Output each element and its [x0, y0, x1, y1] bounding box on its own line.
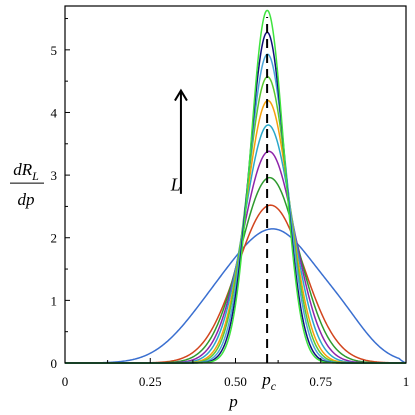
- critical-point-symbol: p: [261, 370, 271, 389]
- y-tick-label: 5: [51, 43, 58, 58]
- y-tick-label: 3: [51, 168, 58, 183]
- annotation-arrow: [174, 88, 188, 194]
- critical-point-label: pc: [261, 370, 277, 393]
- x-tick-label: 0.25: [139, 374, 162, 389]
- y-axis-ticks: 0 1 2 3 4 5: [51, 18, 70, 371]
- series-curves: [65, 9, 407, 364]
- x-tick-label: 0.50: [224, 374, 247, 389]
- critical-point-subscript: c: [271, 379, 277, 393]
- y-axis-label-subscript: L: [31, 169, 39, 183]
- y-axis-label-numerator: dRL: [13, 160, 39, 183]
- series-line-10: [65, 9, 406, 364]
- annotation-arrow-head: [174, 88, 188, 102]
- y-axis-label: dRL dp: [10, 160, 44, 209]
- y-axis-label-numerator-text: dR: [13, 160, 33, 179]
- series-line-9: [65, 31, 406, 364]
- series-line-1: [65, 228, 407, 364]
- y-tick-label: 4: [51, 105, 58, 120]
- annotation-label: L: [170, 175, 181, 195]
- y-tick-label: 0: [51, 356, 58, 371]
- x-tick-label: 1: [403, 374, 410, 389]
- y-tick-label: 1: [51, 293, 58, 308]
- x-axis-ticks: 0 0.25 0.50 0.75 1: [62, 358, 410, 389]
- y-axis-label-denominator: dp: [18, 190, 35, 209]
- series-line-5: [65, 124, 406, 364]
- series-line-6: [65, 99, 406, 364]
- x-tick-label: 0: [62, 374, 69, 389]
- x-axis-label: p: [228, 392, 238, 411]
- x-tick-label: 0.75: [309, 374, 332, 389]
- y-tick-label: 2: [51, 231, 58, 246]
- series-line-7: [65, 76, 406, 364]
